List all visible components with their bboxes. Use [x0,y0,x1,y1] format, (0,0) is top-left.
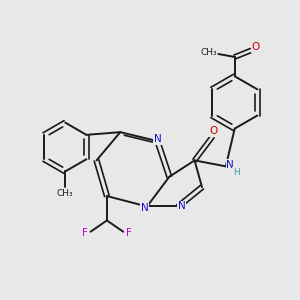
Text: O: O [251,43,260,52]
Text: O: O [209,126,217,136]
Text: N: N [226,160,234,170]
Text: N: N [178,202,186,212]
Text: F: F [126,228,131,238]
Text: CH₃: CH₃ [57,189,74,198]
Text: N: N [154,134,161,144]
Text: H: H [233,168,240,177]
Text: N: N [141,203,149,213]
Text: F: F [82,228,88,238]
Text: CH₃: CH₃ [200,48,217,57]
